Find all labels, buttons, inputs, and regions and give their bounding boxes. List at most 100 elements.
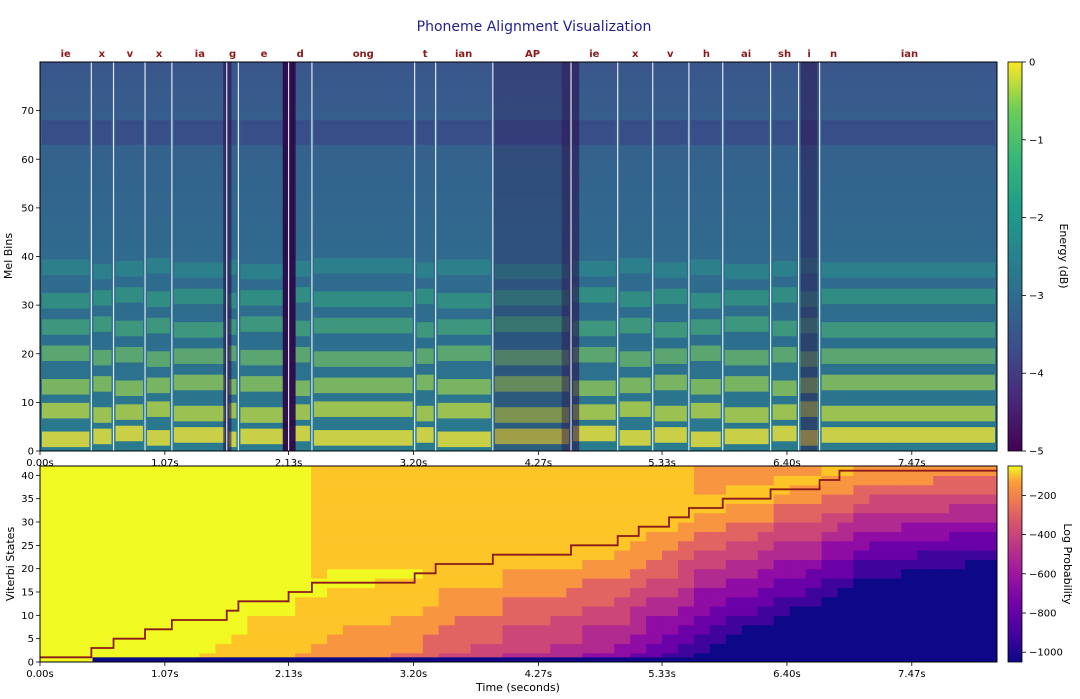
viterbi-cell — [135, 531, 153, 542]
viterbi-cell — [470, 578, 488, 588]
viterbi-cell — [167, 522, 185, 532]
viterbi-cell — [119, 503, 137, 514]
viterbi-cell — [534, 596, 551, 607]
viterbi-cell — [630, 615, 647, 626]
viterbi-cell — [422, 578, 440, 588]
harmonic-band — [147, 351, 170, 367]
viterbi-cell — [646, 466, 663, 476]
viterbi-cell — [917, 475, 934, 486]
viterbi-cell — [614, 494, 631, 504]
phoneme-label: h — [703, 49, 710, 60]
harmonic-band — [416, 322, 434, 338]
harmonic-band — [619, 317, 651, 334]
viterbi-cell — [231, 578, 248, 588]
viterbi-cell — [773, 531, 791, 542]
viterbi-cell — [741, 466, 759, 476]
viterbi-x-ticks: 0.00s 1.07s 2.13s 3.20s 4.27s 5.33s 6.40s 7.47s — [26, 662, 926, 680]
phoneme-label: x — [632, 49, 639, 60]
harmonic-band — [416, 405, 434, 422]
viterbi-cell — [885, 494, 902, 504]
viterbi-cell — [805, 634, 823, 644]
viterbi-cell — [917, 634, 934, 644]
energy-colorbar-ticks: 0 −1 −2 −3 −4 −5 — [1022, 58, 1044, 458]
harmonic-band — [416, 427, 434, 443]
viterbi-cell — [917, 531, 934, 542]
viterbi-cell — [741, 512, 759, 523]
viterbi-cell — [327, 494, 344, 504]
viterbi-cell — [486, 596, 504, 607]
viterbi-cell — [406, 624, 424, 635]
viterbi-cell — [981, 503, 997, 514]
viterbi-cell — [390, 606, 408, 616]
viterbi-cell — [71, 606, 89, 616]
harmonic-band — [42, 379, 90, 395]
viterbi-cell — [422, 466, 440, 476]
harmonic-band — [690, 379, 721, 395]
phoneme-label: sh — [778, 49, 791, 60]
viterbi-cell — [486, 568, 504, 579]
viterbi-cell — [789, 550, 807, 560]
viterbi-cell — [805, 494, 823, 504]
viterbi-cell — [933, 587, 950, 598]
log-probability-colorbar-ticks: −200 −400 −600 −800 −1000 — [1022, 491, 1063, 659]
viterbi-cell — [359, 503, 376, 514]
viterbi-cell — [359, 484, 376, 495]
viterbi-cell — [279, 503, 296, 514]
viterbi-cell — [821, 606, 839, 616]
viterbi-cell — [406, 512, 424, 523]
viterbi-cell — [374, 559, 392, 570]
viterbi-cell — [757, 512, 775, 523]
viterbi-cell — [422, 587, 440, 598]
harmonic-band — [173, 405, 225, 422]
viterbi-cell — [87, 522, 105, 532]
viterbi-cell — [311, 596, 328, 607]
viterbi-cell — [406, 643, 424, 654]
viterbi-cell — [247, 531, 264, 542]
viterbi-cell — [359, 596, 376, 607]
viterbi-cell — [630, 559, 647, 570]
viterbi-cell — [646, 540, 663, 551]
viterbi-cell — [662, 624, 679, 635]
spectrogram-x-ticks: 0.00s 1.07s 2.13s 3.20s 4.27s 5.33s 6.40s 7.47s — [26, 451, 926, 469]
viterbi-cell — [247, 522, 264, 532]
viterbi-cell — [965, 531, 982, 542]
harmonic-band — [416, 348, 434, 364]
y-tick-label: 20 — [21, 564, 34, 575]
viterbi-cell — [582, 503, 599, 514]
viterbi-cell — [949, 550, 966, 560]
viterbi-cell — [55, 559, 73, 570]
viterbi-cell — [693, 578, 711, 588]
viterbi-cell — [279, 615, 296, 626]
viterbi-cell — [614, 615, 631, 626]
formant-band — [654, 120, 687, 145]
viterbi-cell — [981, 596, 997, 607]
viterbi-cell — [40, 606, 57, 616]
viterbi-cell — [566, 587, 583, 598]
viterbi-cell — [630, 624, 647, 635]
harmonic-band — [313, 377, 413, 394]
viterbi-cell — [693, 606, 711, 616]
harmonic-band — [93, 428, 112, 445]
harmonic-band — [115, 346, 144, 363]
viterbi-cell — [40, 615, 57, 626]
harmonic-band — [800, 291, 818, 308]
viterbi-cell — [199, 634, 217, 644]
viterbi-cell — [869, 634, 886, 644]
harmonic-band — [416, 374, 434, 391]
viterbi-cell — [821, 540, 839, 551]
viterbi-cell — [151, 634, 169, 644]
viterbi-cell — [614, 559, 631, 570]
viterbi-cell — [199, 559, 217, 570]
harmonic-band — [437, 402, 491, 419]
harmonic-band — [93, 349, 112, 366]
viterbi-cell — [725, 578, 743, 588]
viterbi-cell — [359, 540, 376, 551]
viterbi-cell — [454, 484, 472, 495]
viterbi-cell — [40, 596, 57, 607]
viterbi-cell — [470, 550, 488, 560]
viterbi-cell — [550, 466, 567, 476]
viterbi-cell — [327, 568, 344, 579]
viterbi-cell — [55, 484, 73, 495]
viterbi-cell — [981, 494, 997, 504]
viterbi-cell — [901, 578, 918, 588]
